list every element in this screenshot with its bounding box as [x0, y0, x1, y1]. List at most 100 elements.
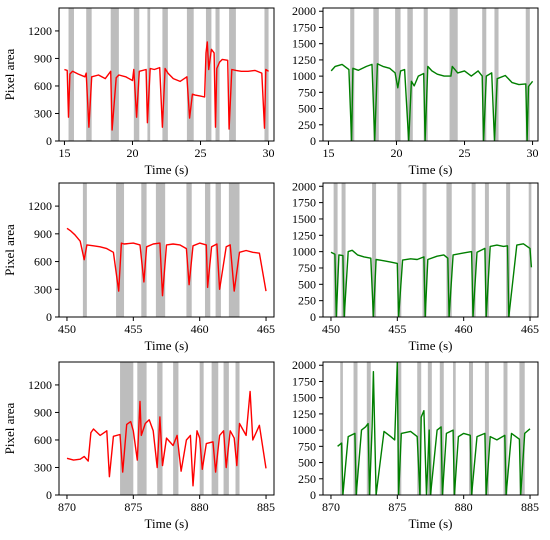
- y-tick-label: 250: [298, 472, 316, 486]
- axes-frame: [322, 361, 539, 496]
- axes-frame: [58, 182, 275, 318]
- y-tick-label: 600: [34, 79, 52, 93]
- shaded-interval: [199, 362, 204, 495]
- x-tick-label: 450: [322, 322, 340, 336]
- y-tick-label: 0: [46, 488, 52, 502]
- shaded-interval: [333, 183, 338, 317]
- shaded-interval: [223, 362, 229, 495]
- shaded-interval: [446, 183, 452, 317]
- series-line: [66, 390, 267, 487]
- chart-panel-row2-right: 450 455 460 465 0 250 500 750 1000 1250 1500 1750 20…: [292, 179, 539, 353]
- shaded-interval: [482, 8, 487, 141]
- shaded-interval: [453, 362, 456, 495]
- axes-frame: [58, 7, 275, 142]
- shaded-interval: [471, 183, 476, 317]
- x-tick-label: 460: [455, 322, 473, 336]
- chart-panel-row3-right: 870 875 880 885 0 250 500 750 1000 1250 1500 1750 20…: [292, 358, 539, 531]
- shaded-interval: [484, 183, 489, 317]
- shaded-interval: [449, 8, 458, 141]
- y-tick-label: 500: [298, 456, 316, 470]
- shaded-interval: [427, 362, 432, 495]
- shaded-interval: [228, 183, 240, 317]
- y-tick-label: 0: [46, 134, 52, 148]
- y-tick-label: 0: [46, 310, 52, 324]
- y-tick-label: 600: [34, 433, 52, 447]
- y-tick-label: 0: [310, 488, 316, 502]
- x-tick-label: 870: [58, 500, 76, 514]
- x-tick-label: 465: [257, 322, 275, 336]
- y-tick-label: 1250: [292, 53, 316, 67]
- shaded-interval: [82, 183, 87, 317]
- y-tick-label: 500: [298, 277, 316, 291]
- y-tick-label: 2000: [292, 358, 316, 372]
- y-tick-label: 1000: [292, 69, 316, 83]
- y-tick-label: 1750: [292, 20, 316, 34]
- y-tick-label: 1000: [292, 423, 316, 437]
- x-tick-label: 870: [322, 500, 340, 514]
- y-tick-label: 900: [34, 51, 52, 65]
- y-tick-label: 1500: [292, 391, 316, 405]
- x-tick-label: 20: [390, 146, 402, 160]
- shaded-interval: [264, 8, 269, 141]
- shaded-interval: [211, 362, 219, 495]
- x-tick-label: 455: [388, 322, 406, 336]
- shaded-interval: [372, 183, 377, 317]
- y-tick-label: 1200: [28, 378, 52, 392]
- shaded-interval: [204, 183, 211, 317]
- x-axis-label: Time (s): [409, 516, 453, 531]
- x-tick-label: 880: [191, 500, 209, 514]
- y-tick-label: 0: [310, 134, 316, 148]
- x-tick-label: 455: [124, 322, 142, 336]
- shaded-interval: [468, 362, 473, 495]
- shaded-interval: [407, 8, 413, 141]
- x-tick-label: 465: [521, 322, 539, 336]
- shaded-interval: [229, 8, 236, 141]
- shaded-interval: [86, 8, 92, 141]
- shaded-interval: [341, 183, 346, 317]
- x-axis-label: Time (s): [409, 338, 453, 353]
- y-tick-label: 500: [298, 102, 316, 116]
- y-tick-label: 750: [298, 85, 316, 99]
- shaded-interval: [395, 8, 401, 141]
- series-line: [330, 63, 534, 141]
- y-tick-label: 900: [34, 405, 52, 419]
- y-tick-label: 250: [298, 118, 316, 132]
- shaded-interval: [133, 8, 140, 141]
- shaded-interval: [397, 183, 402, 317]
- shaded-interval: [68, 8, 74, 141]
- x-tick-label: 460: [191, 322, 209, 336]
- shaded-interval: [340, 362, 343, 495]
- y-tick-label: 1250: [292, 407, 316, 421]
- y-tick-label: 1250: [292, 228, 316, 242]
- series-line: [66, 227, 267, 297]
- y-tick-label: 2000: [292, 4, 316, 18]
- y-tick-label: 1750: [292, 196, 316, 210]
- shaded-interval: [141, 183, 147, 317]
- shaded-interval: [494, 8, 499, 141]
- y-axis-label: Pixel area: [2, 224, 17, 276]
- x-axis-label: Time (s): [145, 516, 189, 531]
- y-tick-label: 1000: [292, 245, 316, 259]
- x-axis-label: Time (s): [145, 162, 189, 177]
- shaded-interval: [235, 362, 240, 495]
- x-tick-label: 30: [263, 146, 275, 160]
- y-tick-label: 300: [34, 282, 52, 296]
- shaded-interval: [484, 362, 489, 495]
- y-axis-label: Pixel area: [2, 402, 17, 454]
- axes-frame: [58, 361, 275, 496]
- shaded-interval: [186, 183, 192, 317]
- shaded-interval: [373, 8, 379, 141]
- shaded-interval: [116, 183, 125, 317]
- y-tick-label: 0: [310, 310, 316, 324]
- x-tick-label: 20: [126, 146, 138, 160]
- y-tick-label: 300: [34, 106, 52, 120]
- shaded-interval: [503, 362, 508, 495]
- series-line: [337, 362, 531, 495]
- axes-frame: [322, 7, 539, 142]
- shaded-interval: [519, 362, 525, 495]
- y-tick-label: 1500: [292, 37, 316, 51]
- x-tick-label: 25: [459, 146, 471, 160]
- shaded-interval: [353, 362, 358, 495]
